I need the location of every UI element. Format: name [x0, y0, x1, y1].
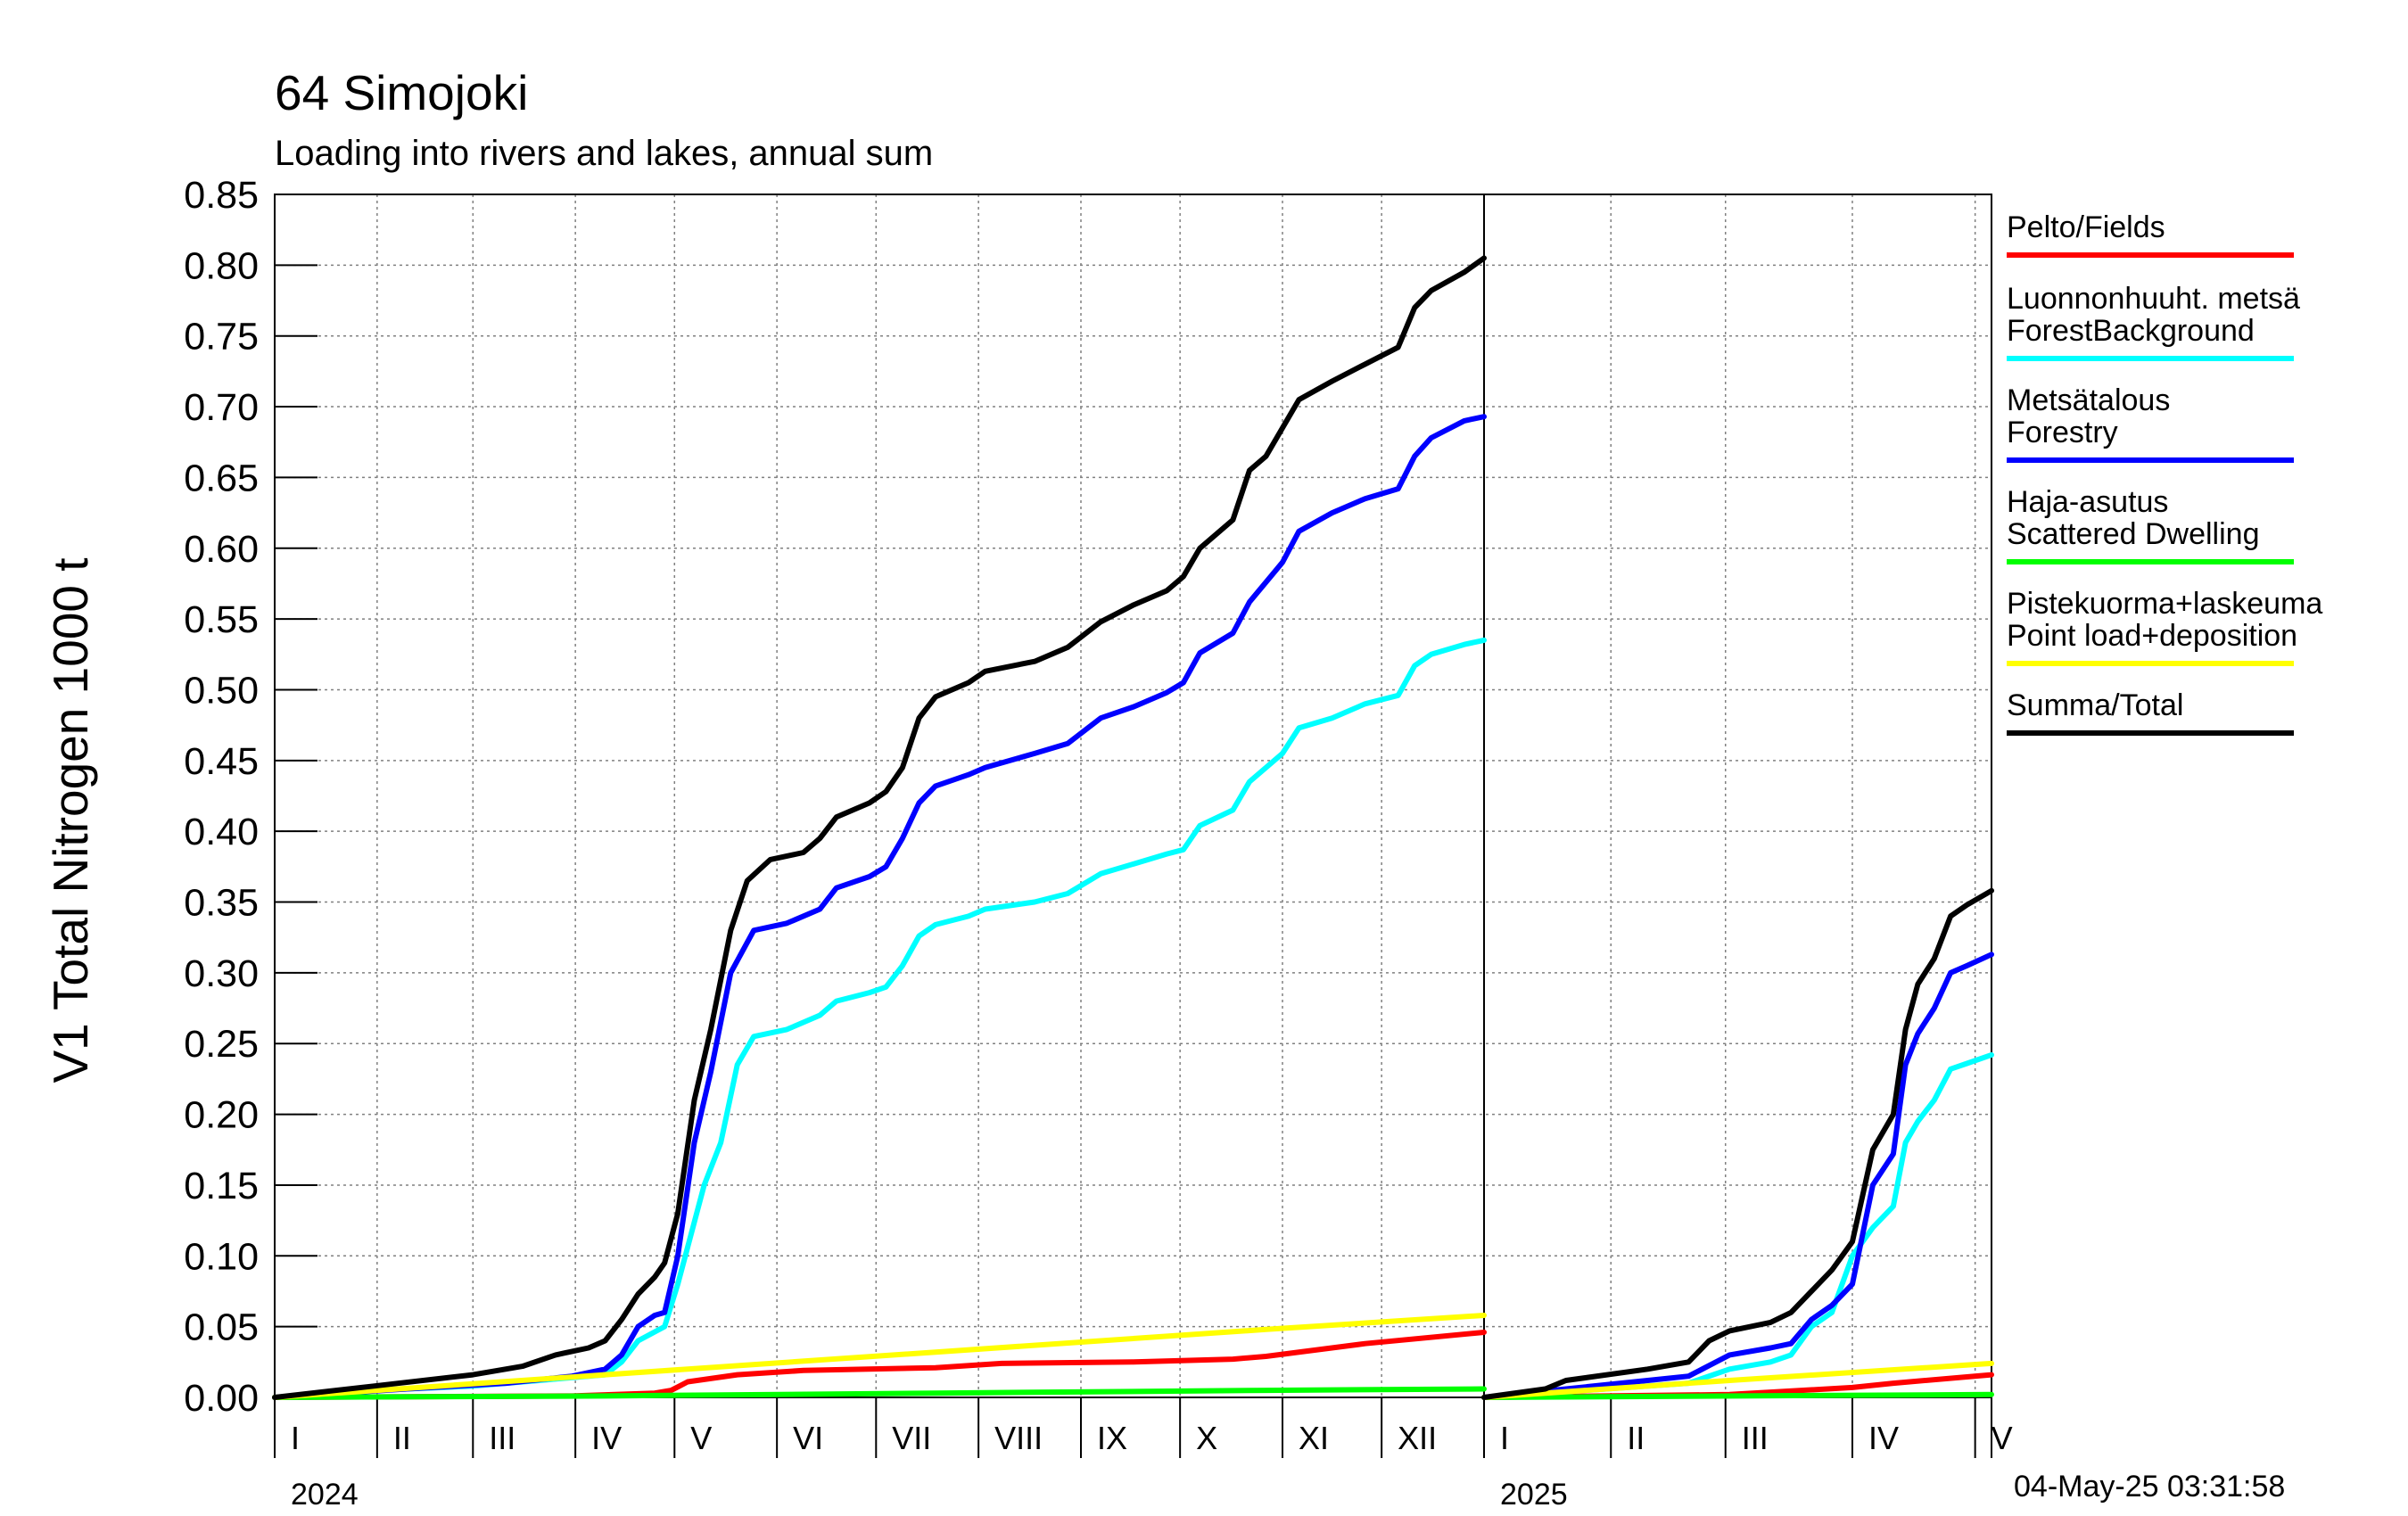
y-tick-label: 0.60 — [184, 528, 259, 571]
legend-item: Pelto/Fields — [2007, 210, 2294, 258]
y-tick-label: 0.30 — [184, 952, 259, 995]
legend-item: Summa/Total — [2007, 688, 2294, 736]
y-tick-label: 0.70 — [184, 386, 259, 429]
series-line-5 — [1481, 1360, 1994, 1400]
series-line-1 — [272, 1330, 1487, 1400]
legend-label: ForestBackground — [2007, 314, 2255, 348]
month-label: X — [1196, 1420, 1217, 1456]
legend-label: Metsätalous — [2007, 383, 2170, 417]
y-axis-label: V1 Total Nitrogen 1000 t — [43, 557, 98, 1083]
month-label: XI — [1299, 1420, 1329, 1456]
y-tick-label: 0.80 — [184, 244, 259, 287]
month-label: VII — [892, 1420, 931, 1456]
timestamp: 04-May-25 03:31:58 — [2014, 1470, 2286, 1504]
y-tick-label: 0.00 — [184, 1377, 259, 1420]
y-tick-label: 0.85 — [184, 174, 259, 217]
legend-label: Forestry — [2007, 416, 2118, 449]
y-tick-label: 0.15 — [184, 1165, 259, 1207]
legend-label: Point load+deposition — [2007, 619, 2297, 653]
chart-title: 64 Simojoki — [275, 65, 529, 120]
series-line-5 — [272, 1313, 1487, 1400]
series-line-2 — [1481, 1051, 1994, 1400]
month-label: IV — [591, 1420, 622, 1456]
y-tick-label: 0.40 — [184, 811, 259, 853]
month-label: VI — [793, 1420, 823, 1456]
y-tick-label: 0.55 — [184, 598, 259, 641]
month-label: II — [1627, 1420, 1645, 1456]
month-label: IV — [1868, 1420, 1899, 1456]
year-label: 2024 — [291, 1478, 359, 1512]
series-line-6 — [272, 255, 1487, 1400]
month-label: I — [1500, 1420, 1509, 1456]
series-line-4 — [1481, 1391, 1994, 1400]
y-tick-label: 0.50 — [184, 669, 259, 712]
month-label: XII — [1398, 1420, 1437, 1456]
month-label: IX — [1097, 1420, 1127, 1456]
month-label: I — [291, 1420, 300, 1456]
series-line-3 — [272, 414, 1487, 1400]
y-tick-label: 0.35 — [184, 882, 259, 925]
month-label: V — [690, 1420, 712, 1456]
chart-subtitle: Loading into rivers and lakes, annual su… — [275, 134, 934, 173]
y-tick-label: 0.20 — [184, 1094, 259, 1137]
month-label: II — [393, 1420, 411, 1456]
y-tick-label: 0.45 — [184, 740, 259, 783]
month-label: V — [1992, 1420, 2013, 1456]
legend-label: Pelto/Fields — [2007, 210, 2165, 244]
legend-label: Pistekuorma+laskeuma — [2007, 587, 2322, 621]
legend-label: Summa/Total — [2007, 688, 2183, 722]
plot-frame — [274, 194, 1992, 1398]
series-line-3 — [1481, 952, 1994, 1400]
y-tick-label: 0.25 — [184, 1023, 259, 1066]
month-label: III — [489, 1420, 515, 1456]
year-label: 2025 — [1500, 1478, 1568, 1512]
y-tick-label: 0.10 — [184, 1235, 259, 1278]
legend-label: Haja-asutus — [2007, 485, 2168, 519]
month-label: VIII — [994, 1420, 1043, 1456]
legend-label: Luonnonhuuht. metsä — [2007, 282, 2300, 316]
month-label: III — [1742, 1420, 1769, 1456]
y-tick-label: 0.75 — [184, 316, 259, 358]
y-tick-label: 0.05 — [184, 1306, 259, 1349]
series-line-4 — [272, 1386, 1487, 1400]
y-tick-label: 0.65 — [184, 457, 259, 499]
series-line-2 — [272, 637, 1487, 1400]
series-line-6 — [1481, 887, 1994, 1400]
legend-label: Scattered Dwelling — [2007, 517, 2259, 551]
